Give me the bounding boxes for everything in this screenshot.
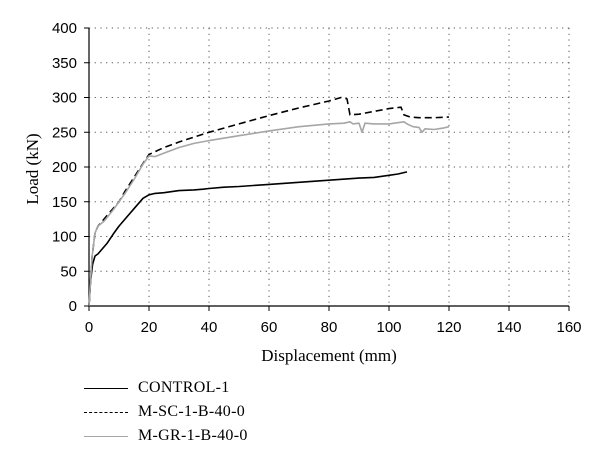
y-tick-label: 400 — [52, 20, 77, 37]
axis-ticks: 0 20 40 60 80 100 120 140 160 0 50 100 150 200 250 300 3… — [52, 20, 582, 336]
y-axis-title: Load (kN) — [23, 133, 42, 204]
legend-item-control: CONTROL-1 — [84, 376, 248, 400]
grid-lines — [89, 27, 570, 306]
series-line-control-1 — [88, 171, 408, 307]
legend-label-mgr: M-GR-1-B-40-0 — [138, 427, 248, 444]
legend-label-msc: M-SC-1-B-40-0 — [138, 403, 246, 420]
y-tick-label: 100 — [52, 229, 77, 246]
legend-swatch-msc — [84, 411, 128, 413]
legend-label-control: CONTROL-1 — [138, 379, 230, 396]
legend: CONTROL-1 M-SC-1-B-40-0 M-GR-1-B-40-0 — [84, 376, 248, 448]
legend-swatch-mgr — [84, 435, 128, 437]
y-tick-label: 300 — [52, 90, 77, 107]
x-tick-label: 40 — [201, 319, 218, 336]
x-axis-title: Displacement (mm) — [261, 346, 397, 365]
y-tick-label: 200 — [52, 159, 77, 176]
x-tick-label: 100 — [376, 319, 401, 336]
y-tick-label: 150 — [52, 194, 77, 211]
series-layer — [88, 96, 450, 307]
x-tick-label: 20 — [141, 319, 158, 336]
x-tick-label: 140 — [496, 319, 521, 336]
legend-item-msc: M-SC-1-B-40-0 — [84, 400, 248, 424]
y-tick-label: 0 — [69, 298, 77, 315]
legend-swatch-control — [84, 387, 128, 389]
series-line-m-gr-1-b-40-0 — [88, 121, 450, 307]
x-tick-label: 160 — [556, 319, 581, 336]
x-tick-label: 80 — [321, 319, 338, 336]
y-tick-label: 50 — [60, 263, 77, 280]
legend-item-mgr: M-GR-1-B-40-0 — [84, 424, 248, 448]
x-tick-label: 0 — [85, 319, 93, 336]
series-line-m-sc-1-b-40-0 — [88, 96, 450, 307]
x-tick-label: 120 — [436, 319, 461, 336]
y-tick-label: 350 — [52, 55, 77, 72]
y-tick-label: 250 — [52, 124, 77, 141]
x-tick-label: 60 — [261, 319, 278, 336]
